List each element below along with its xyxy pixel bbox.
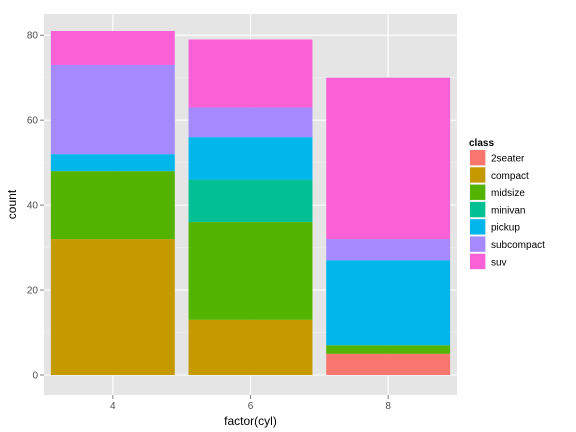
y-axis-ticks: 0 20 40 60 80	[27, 31, 44, 382]
bar-segment-pickup-cyl-8	[326, 260, 451, 346]
x-axis-title: factor(cyl)	[224, 414, 277, 428]
bar-segment-subcompact-cyl-4	[50, 64, 175, 155]
y-tick-label: 20	[27, 286, 39, 297]
y-tick-label: 40	[27, 201, 39, 212]
bar-segment-subcompact-cyl-6	[188, 107, 313, 138]
legend-swatch-suv	[470, 253, 486, 270]
bars-layer	[50, 30, 451, 375]
bar-segment-2seater-cyl-8	[326, 353, 451, 375]
bar-segment-minivan-cyl-6	[188, 179, 313, 223]
legend-label-midsize: midsize	[491, 188, 525, 199]
legend-label-subcompact: subcompact	[491, 240, 545, 251]
legend-swatch-compact	[470, 167, 486, 183]
legend-label-compact: compact	[491, 171, 529, 182]
bar-segment-pickup-cyl-6	[188, 137, 313, 180]
bar-segment-compact-cyl-4	[50, 239, 175, 375]
bar-segment-pickup-cyl-4	[50, 154, 175, 172]
x-tick-label: 4	[110, 401, 116, 412]
bar-segment-suv-cyl-4	[50, 30, 175, 65]
legend-swatch-pickup	[470, 219, 486, 235]
legend-title: class	[469, 138, 494, 149]
legend-swatch-2seater	[470, 150, 486, 166]
legend-swatch-midsize	[470, 184, 486, 200]
legend-swatch-subcompact	[470, 236, 486, 252]
bar-segment-suv-cyl-6	[188, 39, 313, 108]
bar-segment-compact-cyl-6	[188, 319, 313, 375]
legend: class 2seater compact midsize minivan pickup…	[468, 138, 545, 271]
bar-segment-midsize-cyl-8	[326, 345, 451, 354]
y-tick-label: 60	[27, 116, 39, 127]
bar-segment-suv-cyl-8	[326, 77, 451, 240]
bar-segment-subcompact-cyl-8	[326, 239, 451, 261]
x-axis-ticks: 4 6 8	[110, 395, 391, 412]
y-tick-label: 0	[32, 371, 38, 382]
legend-label-2seater: 2seater	[491, 154, 525, 165]
x-tick-label: 6	[248, 401, 254, 412]
legend-label-suv: suv	[491, 257, 507, 268]
legend-label-pickup: pickup	[491, 223, 520, 234]
legend-label-minivan: minivan	[491, 205, 525, 216]
y-tick-label: 80	[27, 31, 39, 42]
bar-segment-midsize-cyl-6	[188, 222, 313, 320]
y-axis-title: count	[5, 189, 19, 219]
bar-segment-midsize-cyl-4	[50, 171, 175, 240]
x-tick-label: 8	[385, 401, 391, 412]
legend-swatch-minivan	[470, 201, 486, 218]
